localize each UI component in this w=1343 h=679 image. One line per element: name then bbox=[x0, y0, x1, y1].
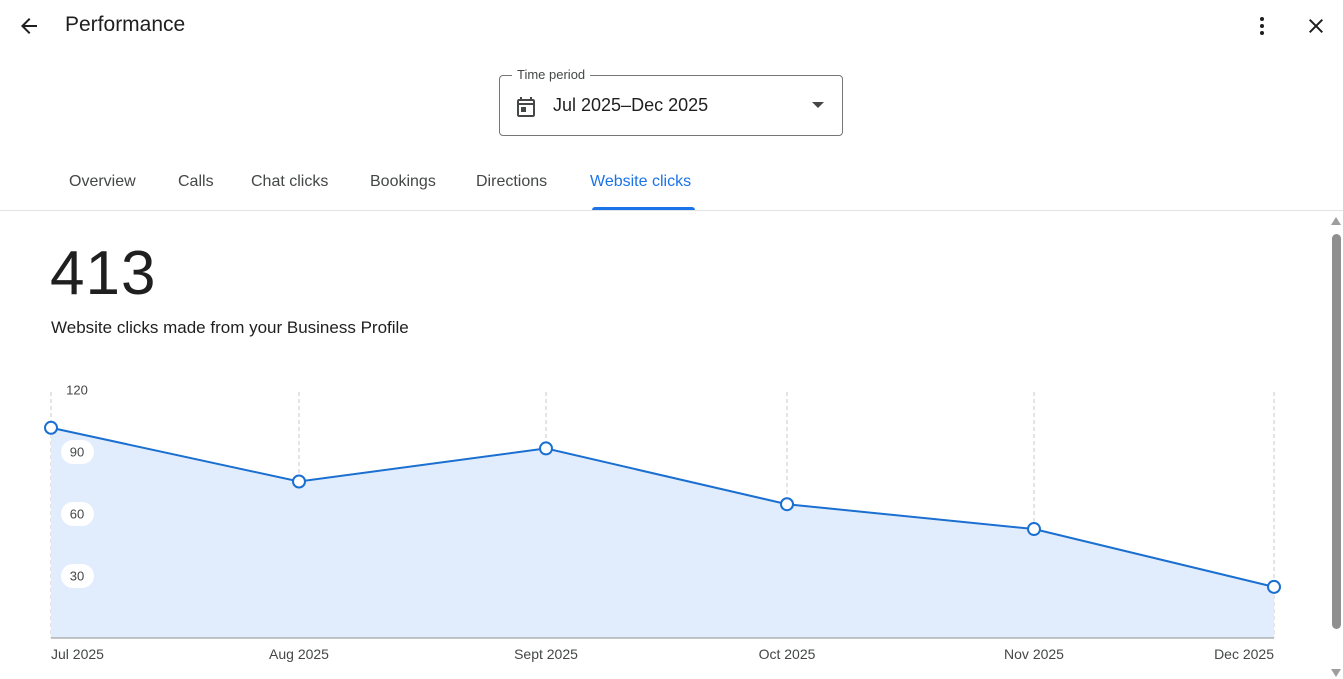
tab-calls[interactable]: Calls bbox=[178, 173, 214, 190]
top-bar: Performance bbox=[0, 0, 1343, 52]
more-vert-icon bbox=[1260, 17, 1264, 35]
chart-area bbox=[51, 427, 1274, 638]
time-period-value: Jul 2025–Dec 2025 bbox=[553, 95, 709, 115]
metric-description: Website clicks made from your Business P… bbox=[51, 318, 409, 337]
y-tick-label-30: 30 bbox=[70, 569, 84, 584]
close-icon bbox=[1309, 19, 1323, 33]
scrollbar[interactable] bbox=[1329, 212, 1343, 679]
scroll-thumb[interactable] bbox=[1332, 234, 1341, 629]
arrow-back-icon bbox=[21, 18, 37, 34]
data-point-1 bbox=[292, 474, 306, 489]
calendar-icon bbox=[517, 97, 535, 117]
data-point-3 bbox=[780, 497, 794, 512]
y-tick-pill-90 bbox=[61, 440, 94, 464]
x-tick-label-0: Jul 2025 bbox=[51, 646, 104, 662]
y-tick-label-60: 60 bbox=[70, 507, 84, 522]
x-tick-label-1: Aug 2025 bbox=[269, 646, 329, 662]
scroll-up-arrow-icon[interactable] bbox=[1331, 217, 1341, 225]
more-options-button[interactable] bbox=[1244, 8, 1280, 44]
tab-overview[interactable]: Overview bbox=[69, 173, 136, 190]
data-point-0 bbox=[44, 420, 58, 435]
y-tick-label-120: 120 bbox=[66, 383, 88, 398]
x-tick-label-3: Oct 2025 bbox=[759, 646, 816, 662]
data-point-4 bbox=[1027, 522, 1041, 537]
dropdown-arrow-icon bbox=[812, 102, 824, 108]
x-tick-label-5: Dec 2025 bbox=[1214, 646, 1274, 662]
data-point-2 bbox=[539, 441, 553, 456]
page-title: Performance bbox=[65, 13, 186, 36]
active-tab-indicator bbox=[592, 207, 695, 210]
close-button[interactable] bbox=[1298, 8, 1334, 44]
y-tick-pill-60 bbox=[61, 502, 94, 526]
tab-chat-clicks[interactable]: Chat clicks bbox=[251, 173, 329, 190]
data-point-5 bbox=[1267, 579, 1281, 594]
scroll-down-arrow-icon[interactable] bbox=[1331, 669, 1341, 677]
tab-bar: Overview Calls Chat clicks Bookings Dire… bbox=[0, 160, 1343, 211]
back-button[interactable] bbox=[11, 8, 47, 44]
series-line bbox=[50, 426, 1275, 588]
y-tick-pill-30 bbox=[61, 564, 94, 588]
website-clicks-chart: 120 90 60 30 Jul 2025 Aug 2025 Sept 2025 Oct 20… bbox=[44, 383, 1281, 662]
tab-bookings[interactable]: Bookings bbox=[370, 173, 436, 190]
x-tick-label-2: Sept 2025 bbox=[514, 646, 578, 662]
tab-website-clicks[interactable]: Website clicks bbox=[590, 173, 692, 190]
time-period-select[interactable]: Time period Jul 2025–Dec 2025 bbox=[499, 67, 843, 136]
tab-directions[interactable]: Directions bbox=[476, 173, 548, 190]
metric-value: 413 bbox=[50, 239, 157, 308]
time-period-label: Time period bbox=[512, 67, 591, 82]
y-tick-label-90: 90 bbox=[70, 445, 84, 460]
x-tick-label-4: Nov 2025 bbox=[1004, 646, 1064, 662]
